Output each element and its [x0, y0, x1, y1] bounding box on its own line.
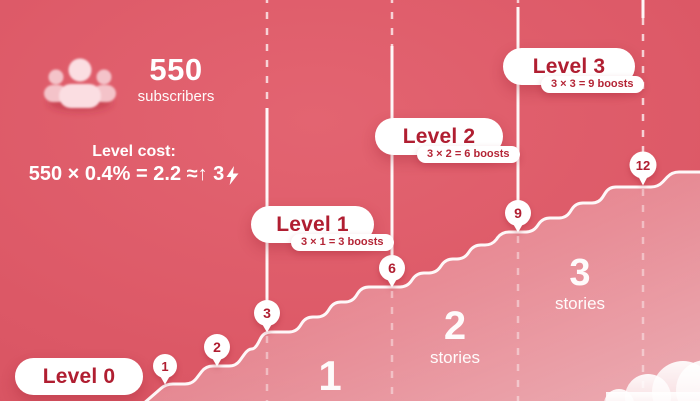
pin-9: 9 [505, 200, 531, 233]
level-0-label: Level 0 [42, 364, 116, 388]
subscriber-count-label: subscribers [137, 88, 215, 105]
level-2-pill: Level 2 3 × 2 = 6 boosts [375, 118, 520, 163]
pin-3-label: 3 [263, 305, 271, 321]
stories-2-label: 2 stories [415, 306, 495, 368]
level-1-pill: Level 1 3 × 1 = 3 boosts [251, 206, 394, 251]
pin-3: 3 [254, 300, 280, 333]
level-1-label: Level 1 [276, 212, 349, 236]
pin-1-label: 1 [161, 359, 168, 374]
pin-12: 12 [629, 151, 657, 186]
stories-3-text: stories [554, 294, 606, 313]
lightning-bolt-icon [226, 165, 239, 185]
pin-12-label: 12 [636, 158, 650, 173]
pin-2-label: 2 [213, 339, 221, 355]
level-3-label: Level 3 [532, 54, 606, 78]
subscribers-icon [44, 58, 116, 111]
stories-1-label: 1 [300, 355, 360, 397]
level-0-pill: Level 0 [15, 358, 143, 395]
boost-pins: 1 2 3 6 9 12 [153, 151, 657, 385]
level-3-boosts-badge: 3 × 3 = 9 boosts [541, 76, 644, 93]
pin-6-label: 6 [388, 260, 396, 276]
stories-2-text: stories [429, 348, 481, 367]
cloud-shape [604, 360, 700, 401]
pin-6: 6 [379, 255, 405, 288]
pin-2: 2 [204, 334, 230, 367]
pin-1: 1 [153, 354, 177, 385]
level-cost-formula: 550 × 0.4% = 2.2 ≈↑ 3 [8, 163, 260, 186]
stories-2-number: 2 [443, 304, 467, 348]
staircase-shape [144, 170, 700, 401]
level-2-label: Level 2 [402, 124, 476, 148]
level-cost-block: Level cost: 550 × 0.4% = 2.2 ≈↑ 3 [8, 143, 260, 186]
level-2-boosts-badge: 3 × 2 = 6 boosts [417, 146, 520, 163]
guide-lines-below-stairs [265, 189, 645, 401]
level-cost-formula-text: 550 × 0.4% = 2.2 ≈↑ 3 [28, 163, 225, 185]
subscribers-block: 550 subscribers [128, 54, 224, 105]
level-cost-title: Level cost: [92, 143, 176, 160]
stories-3-label: 3 stories [540, 254, 620, 314]
level-3-pill: Level 3 3 × 3 = 9 boosts [503, 48, 644, 93]
level-1-boosts-badge: 3 × 1 = 3 boosts [291, 234, 394, 251]
stories-3-number: 3 [569, 252, 591, 294]
pin-9-label: 9 [514, 205, 522, 221]
subscriber-count: 550 [149, 52, 203, 87]
stories-1-number: 1 [318, 352, 342, 399]
